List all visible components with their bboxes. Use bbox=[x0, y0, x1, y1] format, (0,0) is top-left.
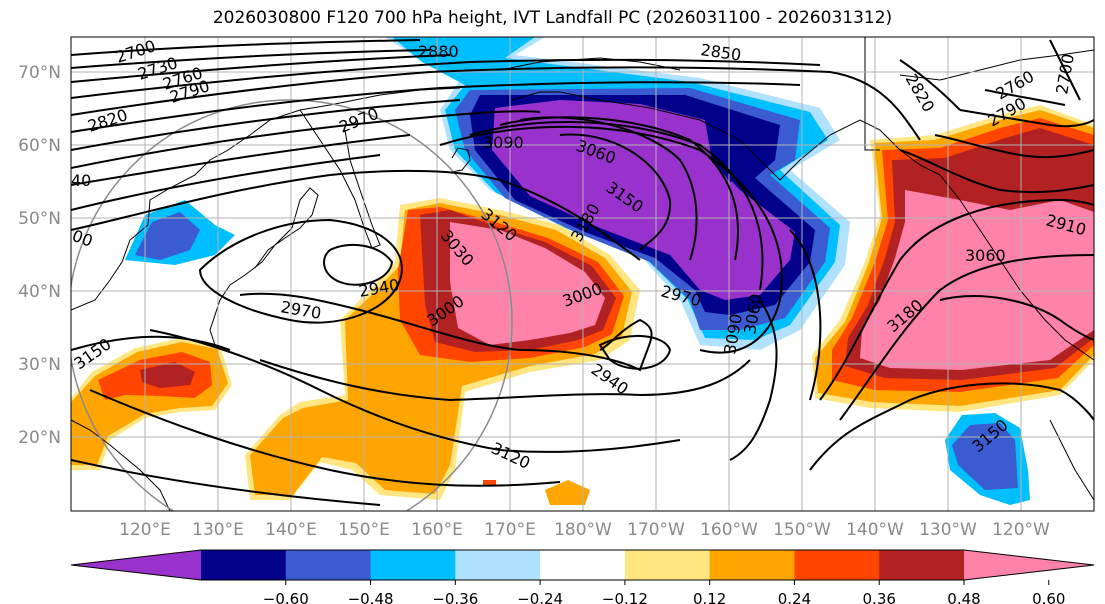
positive-anomaly-dot bbox=[483, 480, 496, 486]
negative-anomaly-subtropical-core bbox=[952, 423, 1018, 490]
colorbar-tick-label: 0.12 bbox=[693, 590, 726, 604]
latitude-label: 40°N bbox=[18, 282, 61, 302]
map-frame bbox=[70, 36, 1095, 512]
range-ring bbox=[71, 99, 513, 511]
negative-anomaly-fill bbox=[705, 120, 748, 182]
colorbar-tick-label: −0.12 bbox=[602, 590, 648, 604]
latitude-label: 50°N bbox=[18, 209, 61, 229]
longitude-label: 170°W bbox=[627, 520, 685, 540]
coastlines bbox=[71, 37, 1094, 511]
colorbar-bin bbox=[285, 550, 372, 580]
longitude-label: 140°E bbox=[265, 520, 317, 540]
colorbar-tick-label: −0.48 bbox=[348, 590, 394, 604]
latitude-label: 60°N bbox=[18, 136, 61, 156]
graticule bbox=[71, 37, 1094, 511]
contour-label: 40 bbox=[71, 171, 91, 190]
colorbar-bin bbox=[201, 550, 287, 580]
longitude-label: 160°W bbox=[700, 520, 758, 540]
longitude-labels: 120°E 130°E 140°E 150°E 160°E 170°E 180°… bbox=[119, 520, 1050, 540]
latitude-labels: 70°N 60°N 50°N 40°N 30°N 20°N bbox=[18, 63, 61, 448]
colorbar-bin bbox=[794, 550, 880, 580]
positive-anomaly-wc-core bbox=[860, 190, 1094, 370]
latitude-label: 20°N bbox=[18, 428, 61, 448]
contour-label: 3090 bbox=[483, 133, 524, 152]
longitude-label: 180°W bbox=[554, 520, 612, 540]
map-area: 2700 2730 2760 2790 2820 2880 2850 2970 … bbox=[71, 37, 1094, 511]
colorbar-tick-label: 0.48 bbox=[947, 590, 980, 604]
contour-label: 2880 bbox=[418, 42, 459, 61]
longitude-label: 150°W bbox=[773, 520, 831, 540]
colorbar-bin bbox=[370, 550, 456, 580]
positive-anomaly-core bbox=[450, 222, 605, 345]
longitude-label: 140°W bbox=[846, 520, 904, 540]
ivt-shading bbox=[71, 37, 1094, 505]
height-contours bbox=[71, 39, 1094, 506]
latitude-label: 30°N bbox=[18, 355, 61, 375]
colorbar: −0.60 −0.48 −0.36 −0.24 −0.12 0.12 0.24 0.36 0.4… bbox=[70, 549, 1095, 604]
colorbar-tick-label: 0.60 bbox=[1032, 590, 1065, 604]
colorbar-extend-low bbox=[71, 550, 201, 580]
longitude-label: 130°E bbox=[192, 520, 244, 540]
map-title: 2026030800 F120 700 hPa height, IVT Land… bbox=[212, 8, 893, 28]
colorbar-bin bbox=[540, 550, 626, 580]
positive-anomaly-wp-core bbox=[140, 362, 195, 388]
contour-label: 3060 bbox=[965, 246, 1006, 265]
colorbar-tick-label: 0.36 bbox=[863, 590, 896, 604]
colorbar-tick-label: −0.60 bbox=[263, 590, 309, 604]
colorbar-bin bbox=[709, 550, 795, 580]
longitude-label: 130°W bbox=[919, 520, 977, 540]
longitude-label: 170°E bbox=[484, 520, 536, 540]
colorbar-tick-label: −0.36 bbox=[432, 590, 478, 604]
colorbar-outline bbox=[70, 549, 1095, 581]
latitude-label: 70°N bbox=[18, 63, 61, 83]
colorbar-tick-label: 0.24 bbox=[778, 590, 811, 604]
colorbar-bin bbox=[879, 550, 965, 580]
negative-anomaly-core bbox=[492, 100, 795, 300]
colorbar-tick-label: −0.24 bbox=[517, 590, 563, 604]
colorbar-bin bbox=[455, 550, 541, 580]
longitude-label: 160°E bbox=[411, 520, 463, 540]
longitude-label: 120°E bbox=[119, 520, 171, 540]
colorbar-bin bbox=[624, 550, 711, 580]
positive-anomaly-small bbox=[545, 480, 590, 505]
colorbar-extend-high bbox=[964, 550, 1094, 580]
longitude-label: 120°W bbox=[992, 520, 1050, 540]
negative-anomaly-sea-of-japan-core bbox=[135, 212, 200, 260]
longitude-label: 150°E bbox=[338, 520, 390, 540]
